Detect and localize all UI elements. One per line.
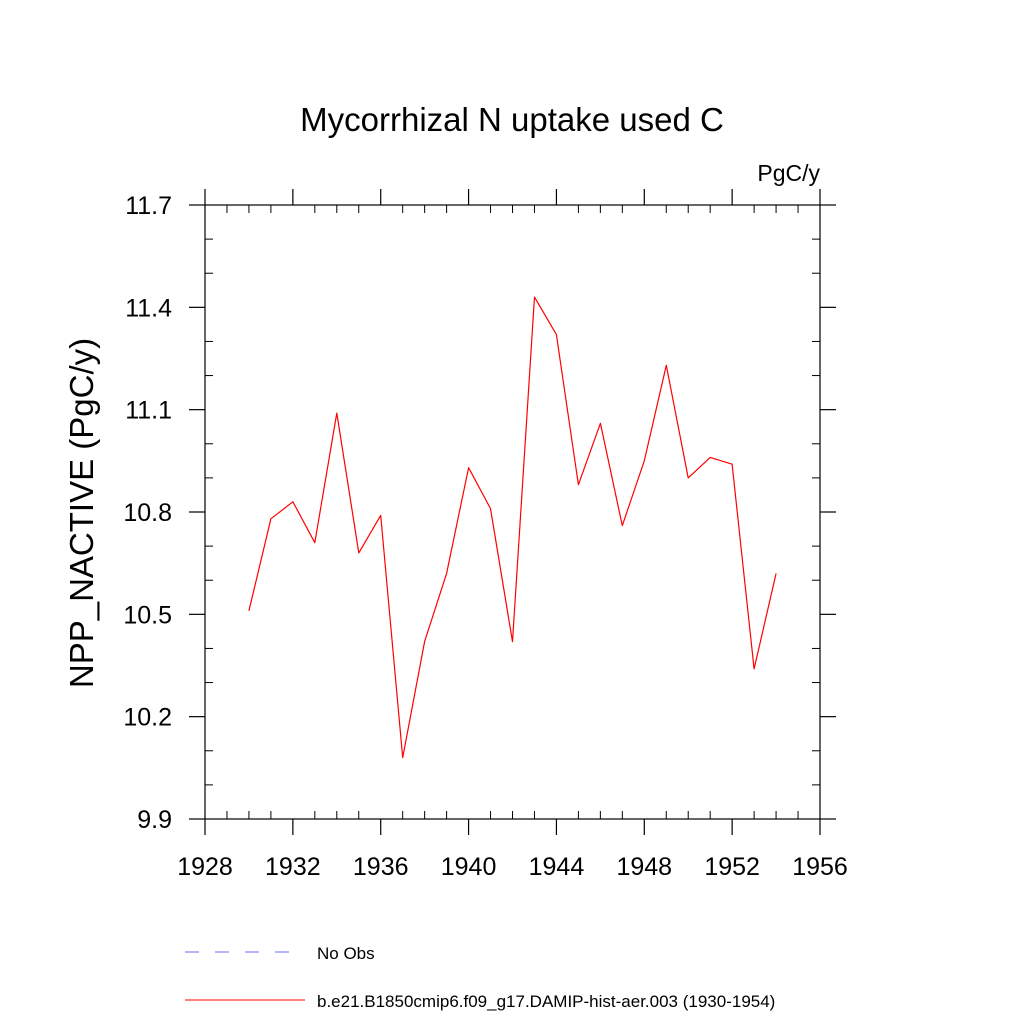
x-tick-label: 1928 xyxy=(177,853,233,881)
y-tick-label: 10.2 xyxy=(123,704,172,732)
chart-title: Mycorrhizal N uptake used C xyxy=(300,101,724,138)
y-axis-label: NPP_NACTIVE (PgC/y) xyxy=(63,338,100,688)
y-tick-label: 11.4 xyxy=(125,294,172,322)
legend-label: b.e21.B1850cmip6.f09_g17.DAMIP-hist-aer.… xyxy=(317,992,775,1011)
legend: No Obs b.e21.B1850cmip6.f09_g17.DAMIP-his… xyxy=(185,944,775,1011)
x-tick-label: 1948 xyxy=(616,853,672,881)
y-tick-label: 9.9 xyxy=(137,806,172,834)
y-tick-label: 11.1 xyxy=(125,397,172,425)
x-tick-label: 1956 xyxy=(792,853,848,881)
y-tick-label: 11.7 xyxy=(125,192,172,220)
y-tick-label: 10.8 xyxy=(123,499,172,527)
x-tick-label: 1940 xyxy=(441,853,497,881)
x-tick-label: 1952 xyxy=(704,853,760,881)
series-layer xyxy=(248,296,777,759)
units-label: PgC/y xyxy=(757,160,820,186)
x-tick-label: 1944 xyxy=(529,853,585,881)
plot-frame xyxy=(204,204,821,820)
x-tick-label: 1932 xyxy=(265,853,321,881)
x-tick-label: 1936 xyxy=(353,853,409,881)
y-tick-label: 10.5 xyxy=(123,601,172,629)
axes: 1928 1932 1936 1940 1944 1948 1952 1956 9.9 10.2 1… xyxy=(123,189,848,881)
series-line xyxy=(248,296,777,759)
legend-label: No Obs xyxy=(317,944,375,963)
